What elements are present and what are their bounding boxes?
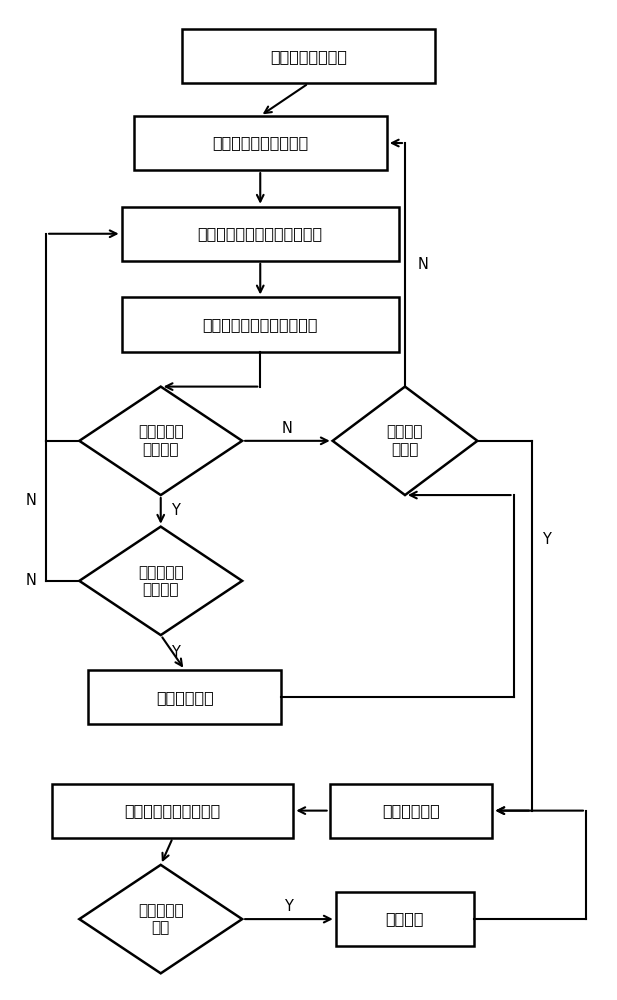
FancyBboxPatch shape: [122, 207, 399, 261]
Text: 大于报警阈
值？: 大于报警阈 值？: [138, 903, 183, 935]
Text: N: N: [26, 573, 36, 588]
Text: N: N: [282, 421, 293, 436]
Polygon shape: [80, 387, 242, 495]
Text: 监测数据超
出阈值？: 监测数据超 出阈值？: [138, 425, 183, 457]
Polygon shape: [80, 527, 242, 635]
FancyBboxPatch shape: [122, 297, 399, 352]
FancyBboxPatch shape: [329, 784, 492, 838]
Text: 计算报警级别: 计算报警级别: [156, 690, 213, 705]
Text: 储存报警信息: 储存报警信息: [382, 803, 440, 818]
Text: 取出一条报警参数组合: 取出一条报警参数组合: [212, 136, 308, 151]
Polygon shape: [80, 865, 242, 973]
Text: 最后一个报
警参数？: 最后一个报 警参数？: [138, 565, 183, 597]
Polygon shape: [333, 387, 478, 495]
Text: 读取实时监测数据: 读取实时监测数据: [270, 49, 347, 64]
Text: N: N: [418, 257, 429, 272]
Text: 取出该报警参数的监测数据: 取出该报警参数的监测数据: [202, 317, 318, 332]
Text: Y: Y: [172, 645, 180, 660]
FancyBboxPatch shape: [52, 784, 294, 838]
FancyBboxPatch shape: [336, 892, 474, 946]
Text: 管理规则连续触发次数: 管理规则连续触发次数: [125, 803, 221, 818]
Text: Y: Y: [172, 503, 180, 518]
Text: 最后一条
组合？: 最后一条 组合？: [387, 425, 423, 457]
FancyBboxPatch shape: [134, 116, 387, 170]
Text: N: N: [26, 493, 36, 508]
Text: 取出一个报警参数和触发阈值: 取出一个报警参数和触发阈值: [197, 226, 323, 241]
Text: Y: Y: [284, 899, 293, 914]
Text: Y: Y: [542, 532, 551, 547]
FancyBboxPatch shape: [182, 29, 435, 83]
Text: 报警提示: 报警提示: [386, 912, 424, 927]
FancyBboxPatch shape: [88, 670, 281, 724]
